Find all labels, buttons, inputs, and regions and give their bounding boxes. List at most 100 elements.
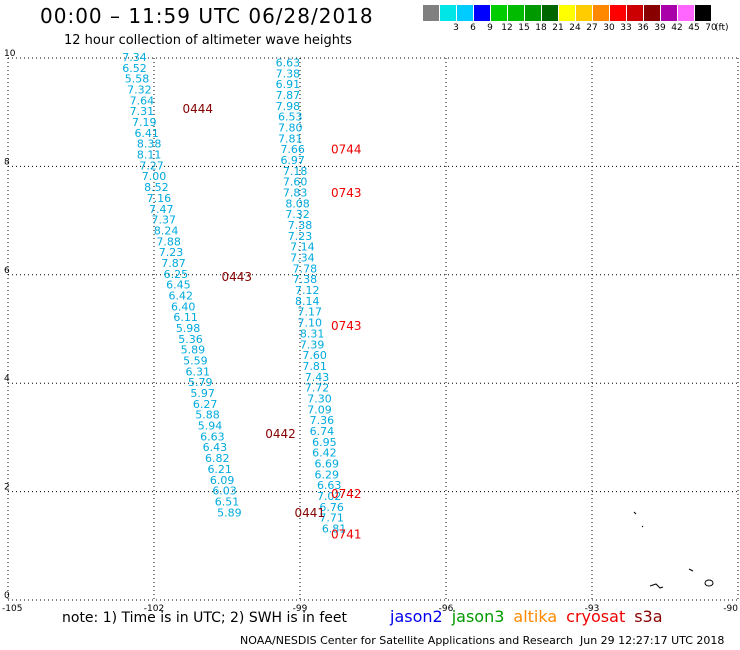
wave-height-value: 6.41 [134,127,159,140]
wave-height-value: 7.34 [290,252,315,265]
wave-height-value: 6.29 [315,468,340,481]
wave-height-value: 6.81 [322,523,347,536]
wave-height-value: 6.53 [278,111,303,124]
color-scale-swatch [627,5,643,21]
color-scale-label: 18 [535,23,547,33]
color-scale-swatch [593,5,609,21]
satellite-legend-item: s3a [634,607,663,626]
wave-height-value: 7.83 [283,187,308,200]
color-scale-swatch [474,5,490,21]
wave-height-value: 6.21 [207,463,232,476]
satellite-legend-item: jason3 [451,607,505,626]
wave-height-value: 8.14 [295,295,320,308]
color-scale-swatch [559,5,575,21]
color-scale-label: 27 [586,23,598,33]
wave-height-value: 6.40 [171,300,196,313]
y-tick-label: 2 [4,483,10,493]
y-tick-label: 6 [4,266,10,276]
wave-height-value: 6.63 [317,479,342,492]
pass-time-label: 0743 [331,319,362,333]
wave-height-value: 5.58 [125,73,150,86]
wave-height-value: 7.18 [283,165,308,178]
x-tick-label: -90 [723,604,738,614]
pass-time-label: 0441 [294,506,325,520]
color-scale-swatch [695,5,711,21]
wave-height-value: 7.31 [130,105,155,118]
wave-height-value: 6.31 [186,365,211,378]
pass-time-label: 0743 [331,186,362,200]
wave-height-value: 7.09 [307,403,332,416]
wave-height-value: 7.88 [156,235,181,248]
wave-height-value: 6.25 [164,268,189,281]
wave-height-value: 7.32 [127,84,152,97]
coastline-icon [688,568,694,572]
timestamp-text: Jun 29 12:27:17 UTC 2018 [580,634,725,647]
wave-height-value: 7.14 [290,241,315,254]
credit-text: NOAA/NESDIS Center for Satellite Applica… [240,634,574,647]
color-scale-label: 21 [552,23,564,33]
wave-height-value: 7.81 [302,360,327,373]
wave-height-value: 8.38 [137,138,162,151]
wave-height-value: 6.27 [193,398,218,411]
color-scale-swatch [423,5,439,21]
pass-time-label: 0444 [183,102,214,116]
wave-height-value: 7.80 [278,121,303,134]
wave-height-value: 6.42 [169,289,194,302]
wave-height-value: 6.09 [210,474,235,487]
y-tick-label: 8 [4,157,10,167]
wave-height-value: 5.59 [183,355,208,368]
wave-height-value: 8.08 [285,197,310,210]
satellite-legend-item: jason2 [390,607,443,626]
wave-height-value: 7.71 [319,512,344,525]
island-icon [704,579,714,587]
wave-height-value: 7.47 [149,203,174,216]
coastline-icon [649,583,664,589]
pass-time-label: 0442 [265,427,296,441]
wave-height-value: 5.89 [181,344,206,357]
wave-height-value: 6.69 [315,458,340,471]
color-scale-label: 6 [470,23,476,33]
wave-height-value: 7.60 [283,176,308,189]
wave-height-value: 6.74 [310,425,335,438]
color-scale-swatch [542,5,558,21]
x-tick-label: -105 [2,604,22,614]
color-scale-label: 30 [603,23,615,33]
wave-height-value: 8.52 [144,181,169,194]
wave-height-value: 7.19 [132,116,157,129]
wave-height-value: 6.97 [280,154,305,167]
wave-height-value: 7.43 [305,371,330,384]
color-scale-swatch [457,5,473,21]
wave-height-value: 7.23 [159,246,184,259]
wave-height-value: 7.38 [293,273,318,286]
wave-height-value: 6.11 [173,311,198,324]
color-scale-swatch [678,5,694,21]
wave-height-value: 6.63 [276,56,301,69]
wave-height-value: 7.87 [276,89,301,102]
color-scale-swatch [610,5,626,21]
wave-height-value: 7.98 [276,100,301,113]
color-scale-label: 15 [518,23,530,33]
wave-height-value: 6.91 [276,78,301,91]
wave-height-value: 6.95 [312,436,337,449]
wave-height-value: 7.00 [142,170,167,183]
wave-height-value: 7.38 [276,67,301,80]
wave-height-value: 5.97 [190,387,215,400]
wave-height-value: 7.81 [278,132,303,145]
wave-height-value: 7.78 [293,262,318,275]
color-scale-label: 45 [688,23,700,33]
wave-height-value: 6.63 [200,430,225,443]
x-tick-label: -96 [439,604,454,614]
wave-height-value: 7.16 [147,192,172,205]
wave-height-value: 7.17 [297,306,322,319]
wave-height-value: 7.38 [288,219,313,232]
wave-height-value: 7.30 [307,392,332,405]
color-scale-label: 33 [620,23,632,33]
color-scale-label: 39 [654,23,666,33]
wave-height-value: 7.32 [285,208,310,221]
color-scale-swatch [440,5,456,21]
wave-height-value: 7.64 [130,94,155,107]
pass-time-label: 0443 [221,270,252,284]
color-scale-swatch [661,5,677,21]
wave-height-value: 6.76 [319,501,344,514]
wave-height-value: 8.24 [154,224,179,237]
